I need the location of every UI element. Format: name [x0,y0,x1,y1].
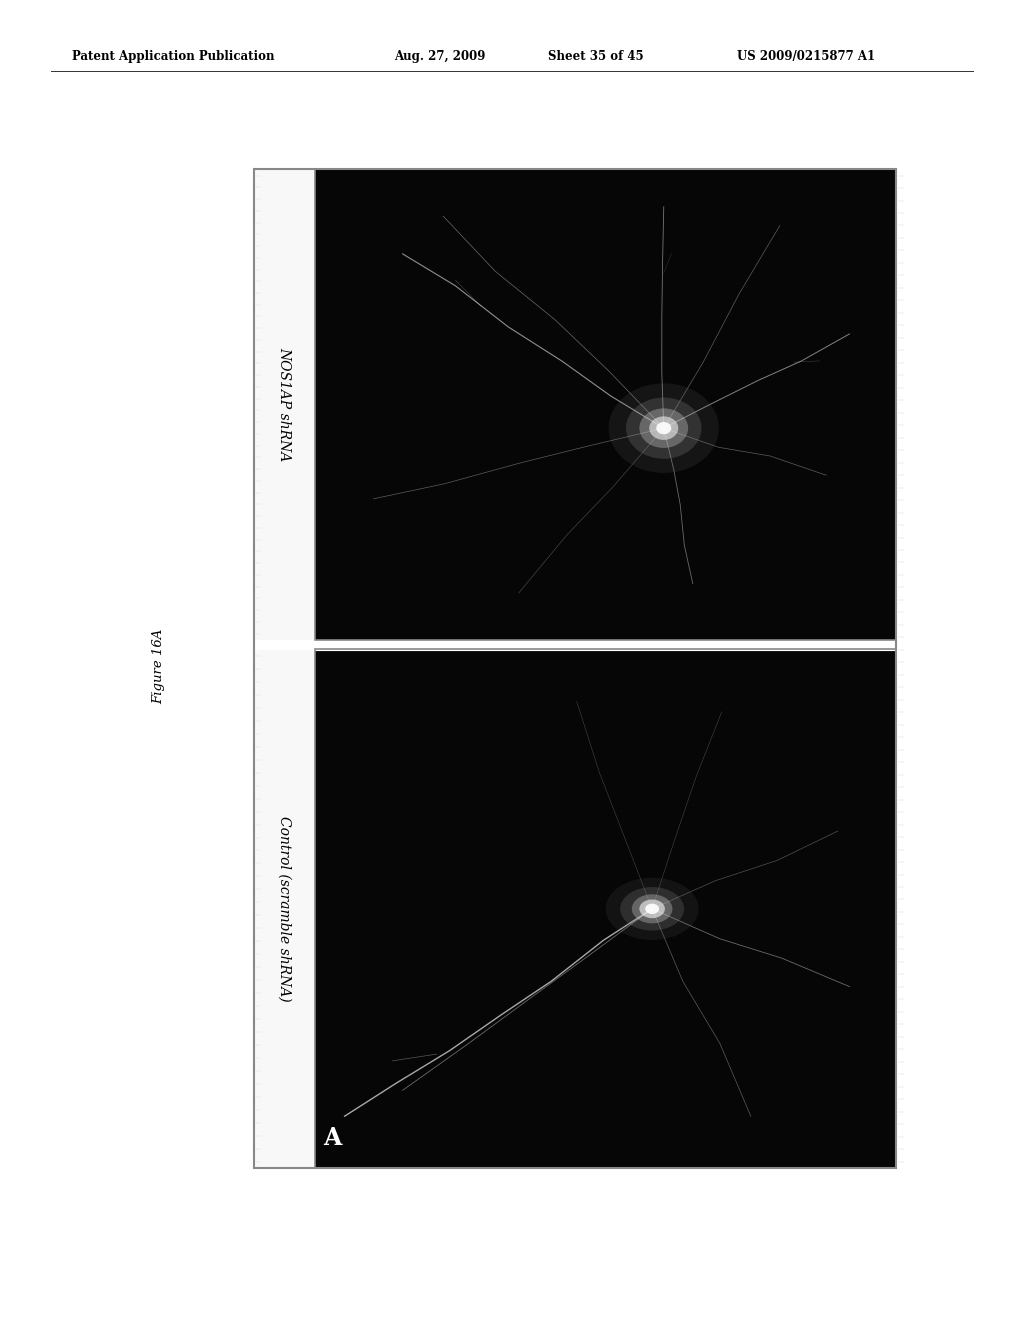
Ellipse shape [632,894,673,924]
Bar [315,169,896,640]
Ellipse shape [649,416,678,440]
Ellipse shape [621,887,684,931]
Text: NOS1AP shRNA: NOS1AP shRNA [278,347,292,462]
Ellipse shape [639,408,688,447]
Bar [254,169,315,640]
Bar [254,649,315,1168]
Text: Aug. 27, 2009: Aug. 27, 2009 [394,50,485,63]
Ellipse shape [606,878,698,940]
Text: Sheet 35 of 45: Sheet 35 of 45 [548,50,643,63]
Text: US 2009/0215877 A1: US 2009/0215877 A1 [737,50,876,63]
Ellipse shape [645,904,659,913]
Ellipse shape [626,397,701,459]
Ellipse shape [656,422,672,434]
Bar [315,649,896,1168]
Bar [254,169,896,1168]
Bar [315,169,896,640]
Ellipse shape [639,899,665,919]
Text: A: A [324,1126,342,1150]
Text: Patent Application Publication: Patent Application Publication [72,50,274,63]
Bar [315,649,896,1168]
Ellipse shape [608,383,719,473]
Text: Figure 16A: Figure 16A [153,628,165,705]
Text: Control (scramble shRNA): Control (scramble shRNA) [278,816,292,1002]
